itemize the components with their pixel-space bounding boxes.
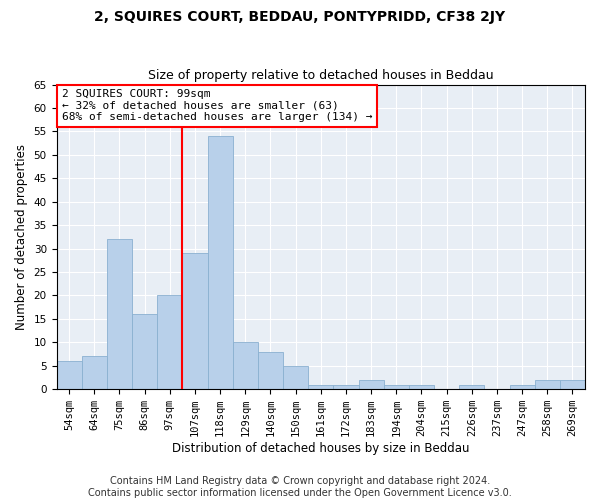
Text: 2 SQUIRES COURT: 99sqm
← 32% of detached houses are smaller (63)
68% of semi-det: 2 SQUIRES COURT: 99sqm ← 32% of detached… <box>62 89 373 122</box>
Bar <box>233 342 258 389</box>
Bar <box>359 380 383 389</box>
Bar <box>56 361 82 389</box>
Bar <box>308 384 334 389</box>
Text: Contains HM Land Registry data © Crown copyright and database right 2024.
Contai: Contains HM Land Registry data © Crown c… <box>88 476 512 498</box>
Text: 2, SQUIRES COURT, BEDDAU, PONTYPRIDD, CF38 2JY: 2, SQUIRES COURT, BEDDAU, PONTYPRIDD, CF… <box>94 10 506 24</box>
Bar <box>258 352 283 389</box>
Bar <box>107 239 132 389</box>
Bar <box>560 380 585 389</box>
Bar <box>283 366 308 389</box>
Bar <box>82 356 107 389</box>
Bar <box>459 384 484 389</box>
Bar <box>182 254 208 389</box>
Bar <box>132 314 157 389</box>
X-axis label: Distribution of detached houses by size in Beddau: Distribution of detached houses by size … <box>172 442 470 455</box>
Bar <box>535 380 560 389</box>
Bar <box>157 296 182 389</box>
Y-axis label: Number of detached properties: Number of detached properties <box>15 144 28 330</box>
Bar <box>208 136 233 389</box>
Bar <box>409 384 434 389</box>
Bar <box>383 384 409 389</box>
Bar <box>334 384 359 389</box>
Bar <box>509 384 535 389</box>
Title: Size of property relative to detached houses in Beddau: Size of property relative to detached ho… <box>148 69 494 82</box>
